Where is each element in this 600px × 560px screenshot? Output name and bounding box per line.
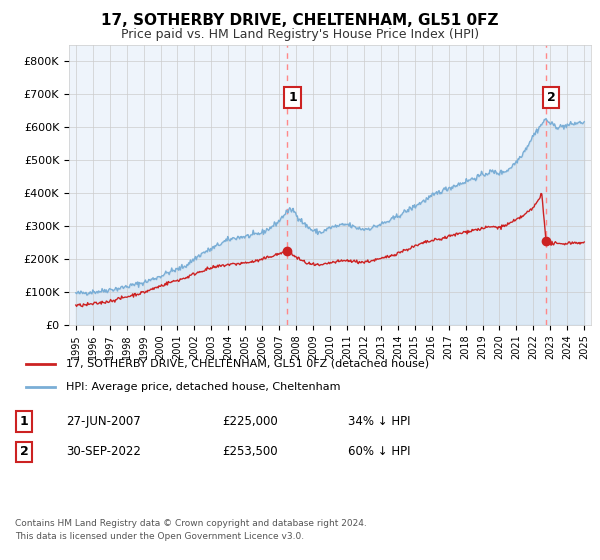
Text: 27-JUN-2007: 27-JUN-2007	[66, 415, 141, 428]
Text: This data is licensed under the Open Government Licence v3.0.: This data is licensed under the Open Gov…	[15, 532, 304, 541]
Text: 34% ↓ HPI: 34% ↓ HPI	[348, 415, 410, 428]
Text: Contains HM Land Registry data © Crown copyright and database right 2024.: Contains HM Land Registry data © Crown c…	[15, 520, 367, 529]
Text: 1: 1	[20, 415, 28, 428]
Text: £253,500: £253,500	[222, 445, 278, 459]
Text: 17, SOTHERBY DRIVE, CHELTENHAM, GL51 0FZ (detached house): 17, SOTHERBY DRIVE, CHELTENHAM, GL51 0FZ…	[66, 358, 430, 368]
Text: 2: 2	[20, 445, 28, 459]
Text: 1: 1	[288, 91, 297, 104]
Text: 2: 2	[547, 91, 556, 104]
Text: HPI: Average price, detached house, Cheltenham: HPI: Average price, detached house, Chel…	[66, 382, 341, 392]
Text: £225,000: £225,000	[222, 415, 278, 428]
Text: 60% ↓ HPI: 60% ↓ HPI	[348, 445, 410, 459]
Text: 30-SEP-2022: 30-SEP-2022	[66, 445, 141, 459]
Text: 17, SOTHERBY DRIVE, CHELTENHAM, GL51 0FZ: 17, SOTHERBY DRIVE, CHELTENHAM, GL51 0FZ	[101, 13, 499, 28]
Text: Price paid vs. HM Land Registry's House Price Index (HPI): Price paid vs. HM Land Registry's House …	[121, 27, 479, 40]
